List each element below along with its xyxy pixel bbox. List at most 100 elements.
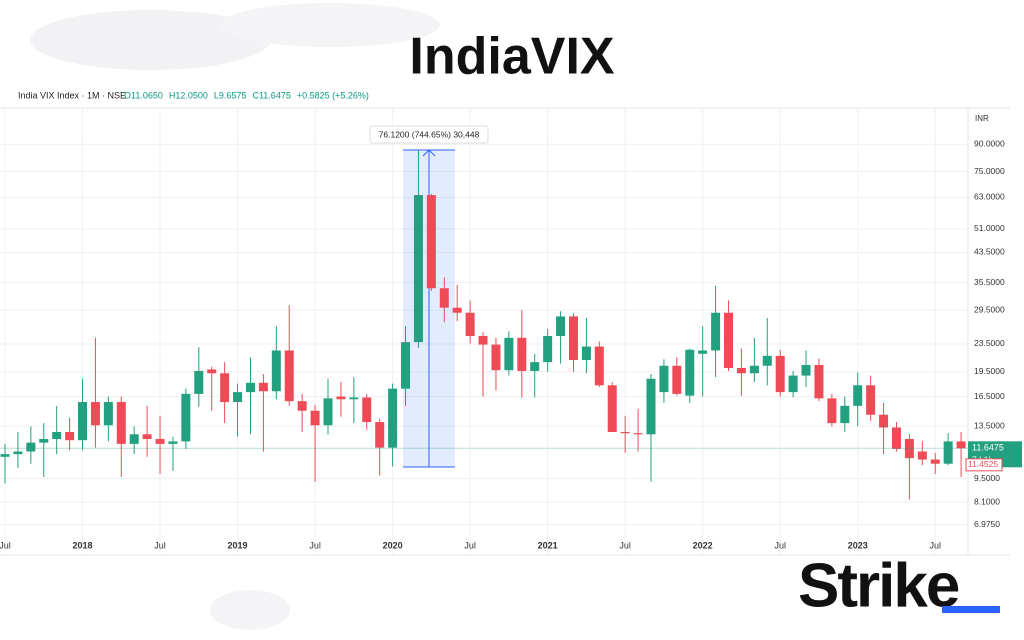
candle-body	[659, 365, 669, 393]
ohlc-value: O11.0650	[124, 90, 163, 100]
candle-body	[26, 442, 36, 452]
x-tick-label: Jul	[929, 540, 941, 550]
candle-body	[39, 439, 49, 443]
candle-body	[594, 346, 604, 386]
x-tick-label: 2020	[383, 540, 403, 550]
candle-body	[297, 401, 307, 411]
x-tick-label: Jul	[464, 540, 476, 550]
currency: INR	[975, 114, 989, 123]
ohlc-value: L9.6575	[214, 90, 247, 100]
candles	[0, 150, 966, 500]
candle-body	[943, 441, 953, 464]
candle-body	[129, 434, 139, 444]
candle-body	[672, 365, 682, 394]
y-tick-label: 43.5000	[974, 247, 1005, 257]
candle-body	[233, 392, 243, 403]
candle-body	[0, 454, 10, 457]
candle-body	[465, 312, 475, 336]
y-tick-label: 63.0000	[974, 192, 1005, 202]
x-tick-label: 2022	[693, 540, 713, 550]
symbol: India VIX Index · 1M · NSE	[18, 90, 126, 100]
candle-body	[65, 431, 75, 441]
candle-body	[646, 378, 656, 435]
candle-body	[452, 307, 462, 313]
measure-arrowhead	[422, 149, 436, 157]
candle-body	[879, 414, 889, 428]
x-tick-label: Jul	[774, 540, 786, 550]
y-tick-label: 29.5000	[974, 304, 1005, 314]
map-shape	[30, 10, 270, 70]
candle-body	[491, 344, 501, 371]
price-tag-label: 11.6475	[972, 443, 1004, 453]
candle-body	[724, 312, 734, 368]
candle-body	[245, 382, 255, 393]
candle-body	[827, 398, 837, 424]
y-tick-label: 6.9750	[974, 519, 1000, 529]
candle-body	[736, 367, 746, 374]
logo: Strike	[798, 551, 959, 620]
candle-body	[607, 385, 617, 432]
candle-body	[220, 373, 230, 403]
candle-body	[698, 350, 708, 354]
y-tick-label: 75.0000	[974, 166, 1005, 176]
price-tag	[965, 458, 1003, 472]
x-tick-label: 2023	[848, 540, 868, 550]
ohlc-value: H12.0500	[169, 90, 208, 100]
candle-body	[891, 427, 901, 449]
candle-body	[504, 337, 514, 371]
candle-body	[310, 410, 320, 426]
candle-body	[581, 346, 591, 361]
candle-body	[956, 441, 966, 449]
candle-body	[620, 431, 630, 434]
title: IndiaVIX	[409, 28, 614, 86]
ohlc-legend: O11.0650 H12.0500 L9.6575 C11.6475 +0.5825 (…	[124, 90, 369, 100]
candle-body	[801, 365, 811, 376]
candle-body	[271, 350, 281, 392]
candle-body	[401, 342, 411, 389]
candle-body	[90, 402, 100, 426]
candle-body	[775, 355, 785, 393]
candle-body	[116, 402, 126, 444]
candle-body	[478, 335, 488, 345]
candle-body	[155, 439, 165, 444]
candle-body	[568, 316, 578, 361]
candle-body	[181, 393, 191, 442]
candle-body	[917, 451, 927, 460]
candle-body	[284, 350, 294, 402]
x-tick-label: 2018	[73, 540, 93, 550]
candle-body	[930, 459, 940, 464]
candle-body	[349, 397, 359, 400]
candle-body	[530, 362, 540, 371]
candle-body	[749, 365, 759, 374]
candle-body	[814, 365, 824, 399]
x-tick-label: 2021	[538, 540, 558, 550]
candle-body	[258, 382, 268, 392]
map-shape	[220, 3, 440, 47]
y-tick-label: 19.5000	[974, 366, 1005, 376]
logo-underline	[942, 606, 1000, 613]
candle-body	[840, 405, 850, 424]
candle-body	[866, 385, 876, 415]
measure-label-box	[369, 125, 489, 144]
y-tick-label: 90.0000	[974, 139, 1005, 149]
x-tick-label: Jul	[154, 540, 166, 550]
candle-body	[439, 288, 449, 308]
candle-body	[426, 195, 436, 289]
measure-label: 76.1200 (744.65%) 30,448	[379, 129, 480, 139]
candle-body	[375, 422, 385, 448]
candle-body	[336, 396, 346, 400]
candle-body	[711, 312, 721, 351]
candle-body	[13, 451, 23, 455]
price-tags: 11.64757d 1h11.4525	[0, 441, 1022, 472]
candle-body	[142, 434, 152, 440]
map-shape	[210, 590, 290, 630]
candle-body	[556, 316, 566, 336]
x-tick-label: Jul	[309, 540, 321, 550]
y-tick-label: 23.5000	[974, 338, 1005, 348]
candle-body	[685, 349, 695, 396]
price-tag-label: 11.4525	[968, 459, 998, 469]
candle-body	[207, 369, 217, 374]
candle-body	[517, 337, 527, 371]
